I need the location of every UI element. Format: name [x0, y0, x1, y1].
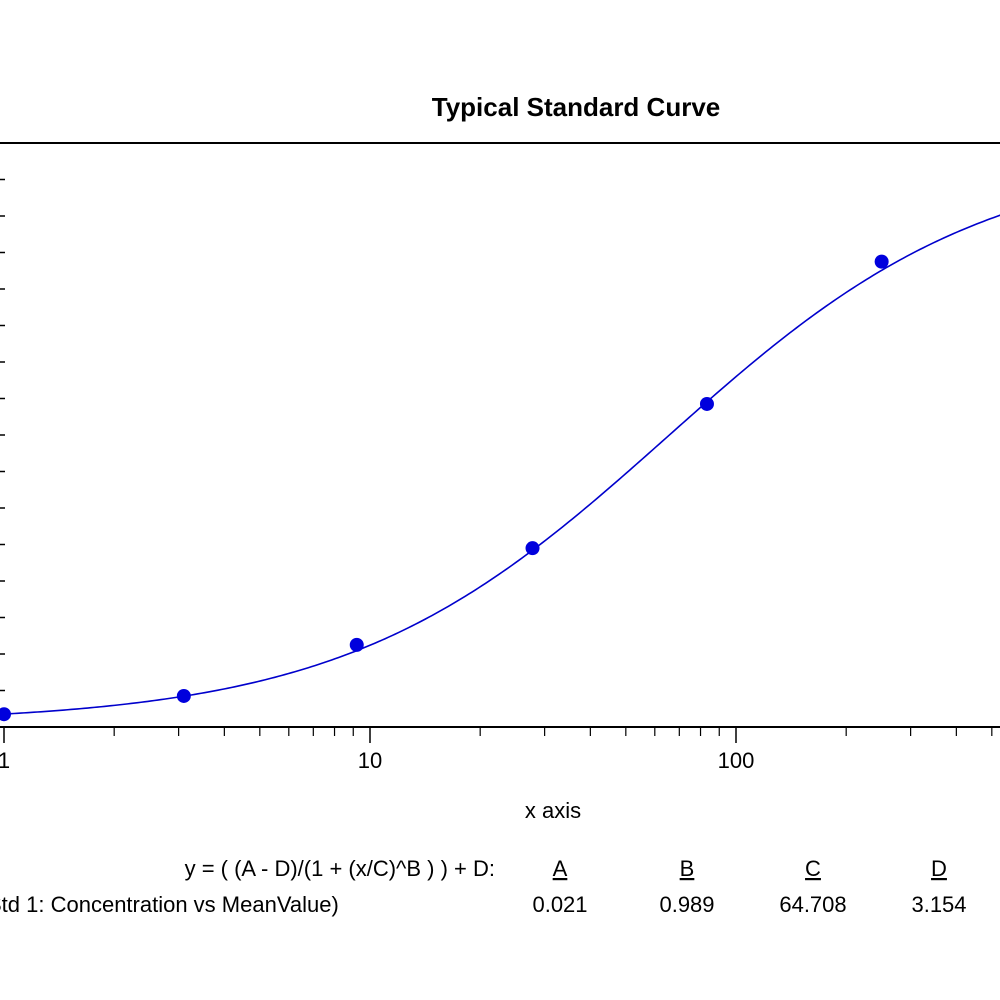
data-point-0: [0, 707, 11, 722]
plot-frame: [0, 142, 1000, 728]
x-tick-label-2: 100: [718, 748, 755, 773]
x-tick-label-1: 10: [358, 748, 382, 773]
x-axis-label: x axis: [525, 798, 581, 823]
param-name-A: A: [553, 856, 568, 881]
fit-parameters: A 0.021 B 0.989 C 64.708 D 3.154: [532, 856, 966, 917]
x-axis-ticks: [3, 727, 993, 743]
param-value-A: 0.021: [532, 892, 587, 917]
param-value-B: 0.989: [659, 892, 714, 917]
fit-curve: [3, 214, 1000, 715]
param-name-D: D: [931, 856, 947, 881]
param-name-B: B: [680, 856, 695, 881]
fit-equation: y = ( (A - D)/(1 + (x/C)^B ) ) + D:: [185, 856, 495, 881]
param-value-D: 3.154: [911, 892, 966, 917]
data-point-3: [525, 541, 540, 556]
chart-title: Typical Standard Curve: [432, 92, 721, 122]
param-name-C: C: [805, 856, 821, 881]
x-tick-label-0: 1: [0, 748, 10, 773]
x-axis-tick-labels: 1 10 100: [0, 748, 754, 773]
data-point-5: [874, 254, 889, 269]
fit-series-label: Std 1: Concentration vs MeanValue): [0, 892, 339, 917]
param-value-C: 64.708: [779, 892, 846, 917]
data-points: [0, 254, 889, 722]
data-point-2: [349, 637, 364, 652]
y-axis-ticks: [0, 178, 5, 692]
data-point-1: [176, 688, 191, 703]
data-point-4: [699, 396, 714, 411]
